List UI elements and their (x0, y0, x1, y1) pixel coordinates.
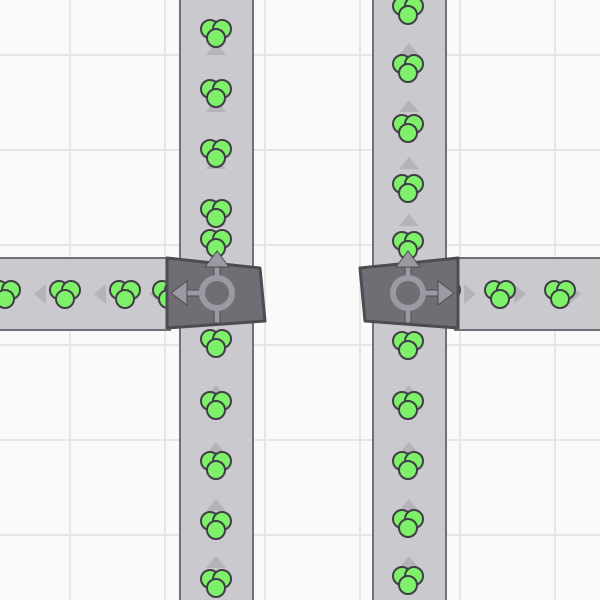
item (392, 451, 424, 480)
item-piece (206, 578, 226, 598)
item-piece (206, 520, 226, 540)
item (200, 569, 232, 598)
item-piece (398, 575, 418, 595)
item (392, 231, 424, 260)
splitters[interactable] (165, 250, 460, 330)
item (109, 280, 141, 309)
item-piece (398, 63, 418, 83)
splitter-symbol-icon (390, 250, 455, 324)
item-piece (206, 28, 226, 48)
item-piece (206, 88, 226, 108)
item (392, 0, 424, 25)
belt-arrow-icon (206, 442, 226, 454)
conveyor-belt-horizontal-left[interactable] (0, 257, 171, 331)
item-piece (206, 208, 226, 228)
item (200, 329, 232, 358)
splitter-hub (390, 275, 426, 311)
belt-arrow-icon (514, 284, 526, 304)
item (200, 139, 232, 168)
item-piece (55, 289, 75, 309)
splitter-1[interactable] (165, 250, 267, 330)
item-piece (115, 289, 135, 309)
arrow-right-icon (437, 280, 455, 306)
item-piece (206, 460, 226, 480)
item-piece (398, 183, 418, 203)
item-piece (398, 518, 418, 538)
belt-arrow-icon (94, 284, 106, 304)
item (484, 280, 516, 309)
item-piece (206, 400, 226, 420)
item-piece (0, 289, 15, 309)
item-piece (206, 338, 226, 358)
belt-arrow-icon (399, 499, 419, 511)
splitter-symbol-icon (170, 250, 235, 324)
item-piece (490, 289, 510, 309)
item-piece (398, 123, 418, 143)
belt-arrow-icon (464, 284, 476, 304)
items (0, 0, 576, 598)
arrow-left-icon (170, 280, 188, 306)
belt-arrow-icon (34, 284, 46, 304)
item-piece (398, 460, 418, 480)
item (392, 174, 424, 203)
item (200, 511, 232, 540)
item-piece (398, 400, 418, 420)
belt-arrow-icon (206, 556, 226, 568)
item-piece (550, 289, 570, 309)
belt-arrow-icon (399, 43, 419, 55)
item (392, 54, 424, 83)
belt-arrow-icon (206, 499, 226, 511)
belt-arrow-icon (399, 100, 419, 112)
item (200, 199, 232, 228)
item (392, 509, 424, 538)
item (200, 451, 232, 480)
splitter-2[interactable] (358, 250, 460, 330)
splitter-hub (199, 275, 235, 311)
item (49, 280, 81, 309)
item (392, 566, 424, 595)
item (392, 331, 424, 360)
item (0, 280, 21, 309)
belt-arrow-icon (399, 214, 419, 226)
item-piece (398, 5, 418, 25)
item-piece (398, 340, 418, 360)
belt-arrow-icon (399, 157, 419, 169)
item (200, 229, 232, 258)
item (544, 280, 576, 309)
item (392, 391, 424, 420)
belt-arrow-icon (399, 556, 419, 568)
item-piece (206, 148, 226, 168)
belt-arrow-icon (206, 43, 226, 55)
item (200, 19, 232, 48)
item (392, 114, 424, 143)
item (200, 79, 232, 108)
arrow-up-icon (204, 250, 230, 268)
item (200, 391, 232, 420)
arrow-up-icon (395, 250, 421, 268)
